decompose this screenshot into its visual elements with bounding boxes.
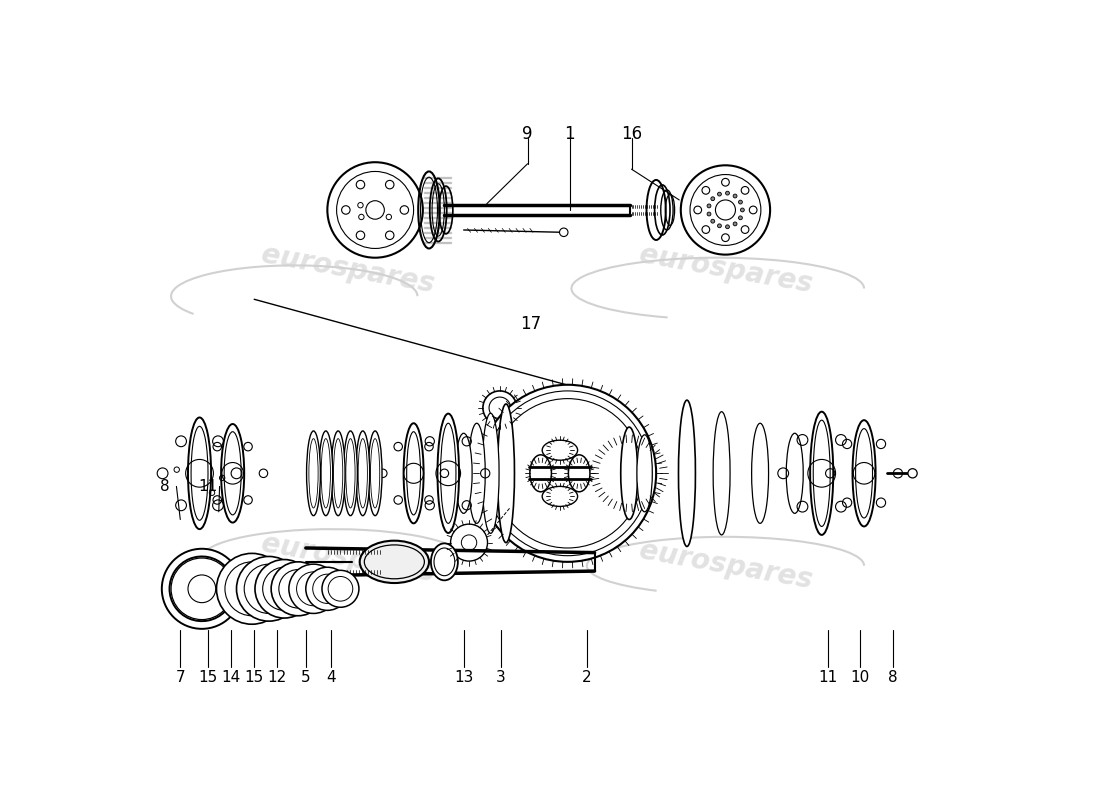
Circle shape	[483, 391, 517, 425]
Circle shape	[255, 559, 314, 618]
Text: 1: 1	[564, 125, 575, 142]
Text: 9: 9	[522, 125, 532, 142]
Ellipse shape	[355, 431, 370, 516]
Circle shape	[908, 469, 917, 478]
Circle shape	[733, 222, 737, 226]
Ellipse shape	[188, 418, 211, 529]
Text: 14: 14	[221, 670, 241, 685]
Text: 7: 7	[176, 670, 185, 685]
Circle shape	[217, 554, 287, 624]
Text: 17: 17	[520, 315, 541, 333]
Text: eurospares: eurospares	[260, 240, 437, 298]
Circle shape	[707, 212, 711, 216]
Circle shape	[480, 385, 656, 562]
Ellipse shape	[620, 427, 638, 519]
Circle shape	[726, 225, 729, 229]
Ellipse shape	[469, 423, 485, 523]
Ellipse shape	[810, 412, 834, 535]
Ellipse shape	[331, 431, 345, 516]
Circle shape	[236, 557, 301, 621]
Ellipse shape	[637, 435, 652, 512]
Text: eurospares: eurospares	[637, 537, 814, 594]
Ellipse shape	[482, 414, 499, 534]
Circle shape	[740, 208, 745, 212]
Circle shape	[451, 524, 487, 561]
Circle shape	[707, 204, 711, 208]
Circle shape	[272, 562, 326, 616]
Circle shape	[717, 192, 722, 196]
Text: 11: 11	[198, 479, 218, 494]
Ellipse shape	[497, 404, 515, 542]
Circle shape	[289, 564, 338, 614]
Ellipse shape	[307, 431, 320, 516]
Text: eurospares: eurospares	[260, 529, 437, 587]
Ellipse shape	[852, 420, 876, 526]
Ellipse shape	[319, 431, 332, 516]
Text: 8: 8	[889, 670, 898, 685]
Ellipse shape	[713, 412, 730, 535]
Ellipse shape	[530, 455, 551, 492]
Circle shape	[560, 228, 568, 237]
Text: 12: 12	[267, 670, 287, 685]
Ellipse shape	[542, 440, 578, 460]
Text: 16: 16	[620, 125, 642, 142]
Ellipse shape	[751, 423, 769, 523]
Ellipse shape	[647, 180, 666, 240]
Circle shape	[738, 200, 742, 204]
Circle shape	[681, 166, 770, 254]
Text: 15: 15	[198, 670, 218, 685]
Text: 11: 11	[818, 670, 837, 685]
Circle shape	[733, 194, 737, 198]
Circle shape	[322, 570, 359, 607]
Ellipse shape	[360, 541, 429, 583]
Circle shape	[726, 191, 729, 195]
Circle shape	[328, 162, 422, 258]
Text: 15: 15	[244, 670, 264, 685]
Ellipse shape	[679, 400, 695, 546]
Text: 3: 3	[496, 670, 506, 685]
Ellipse shape	[542, 486, 578, 506]
Text: 13: 13	[454, 670, 473, 685]
Text: 10: 10	[850, 670, 870, 685]
Ellipse shape	[569, 455, 590, 492]
Text: eurospares: eurospares	[637, 240, 814, 298]
Circle shape	[162, 549, 242, 629]
Text: 4: 4	[327, 670, 336, 685]
Ellipse shape	[438, 414, 459, 533]
Circle shape	[711, 197, 715, 201]
Text: 8: 8	[161, 479, 169, 494]
Text: 5: 5	[301, 670, 310, 685]
Ellipse shape	[368, 431, 382, 516]
Circle shape	[738, 216, 742, 220]
Ellipse shape	[404, 423, 424, 523]
Circle shape	[717, 224, 722, 228]
Ellipse shape	[221, 424, 244, 522]
Text: 2: 2	[582, 670, 592, 685]
Ellipse shape	[431, 543, 458, 580]
Circle shape	[306, 567, 349, 610]
Ellipse shape	[343, 431, 358, 516]
Circle shape	[711, 219, 715, 223]
Ellipse shape	[455, 434, 472, 514]
Ellipse shape	[786, 434, 803, 514]
